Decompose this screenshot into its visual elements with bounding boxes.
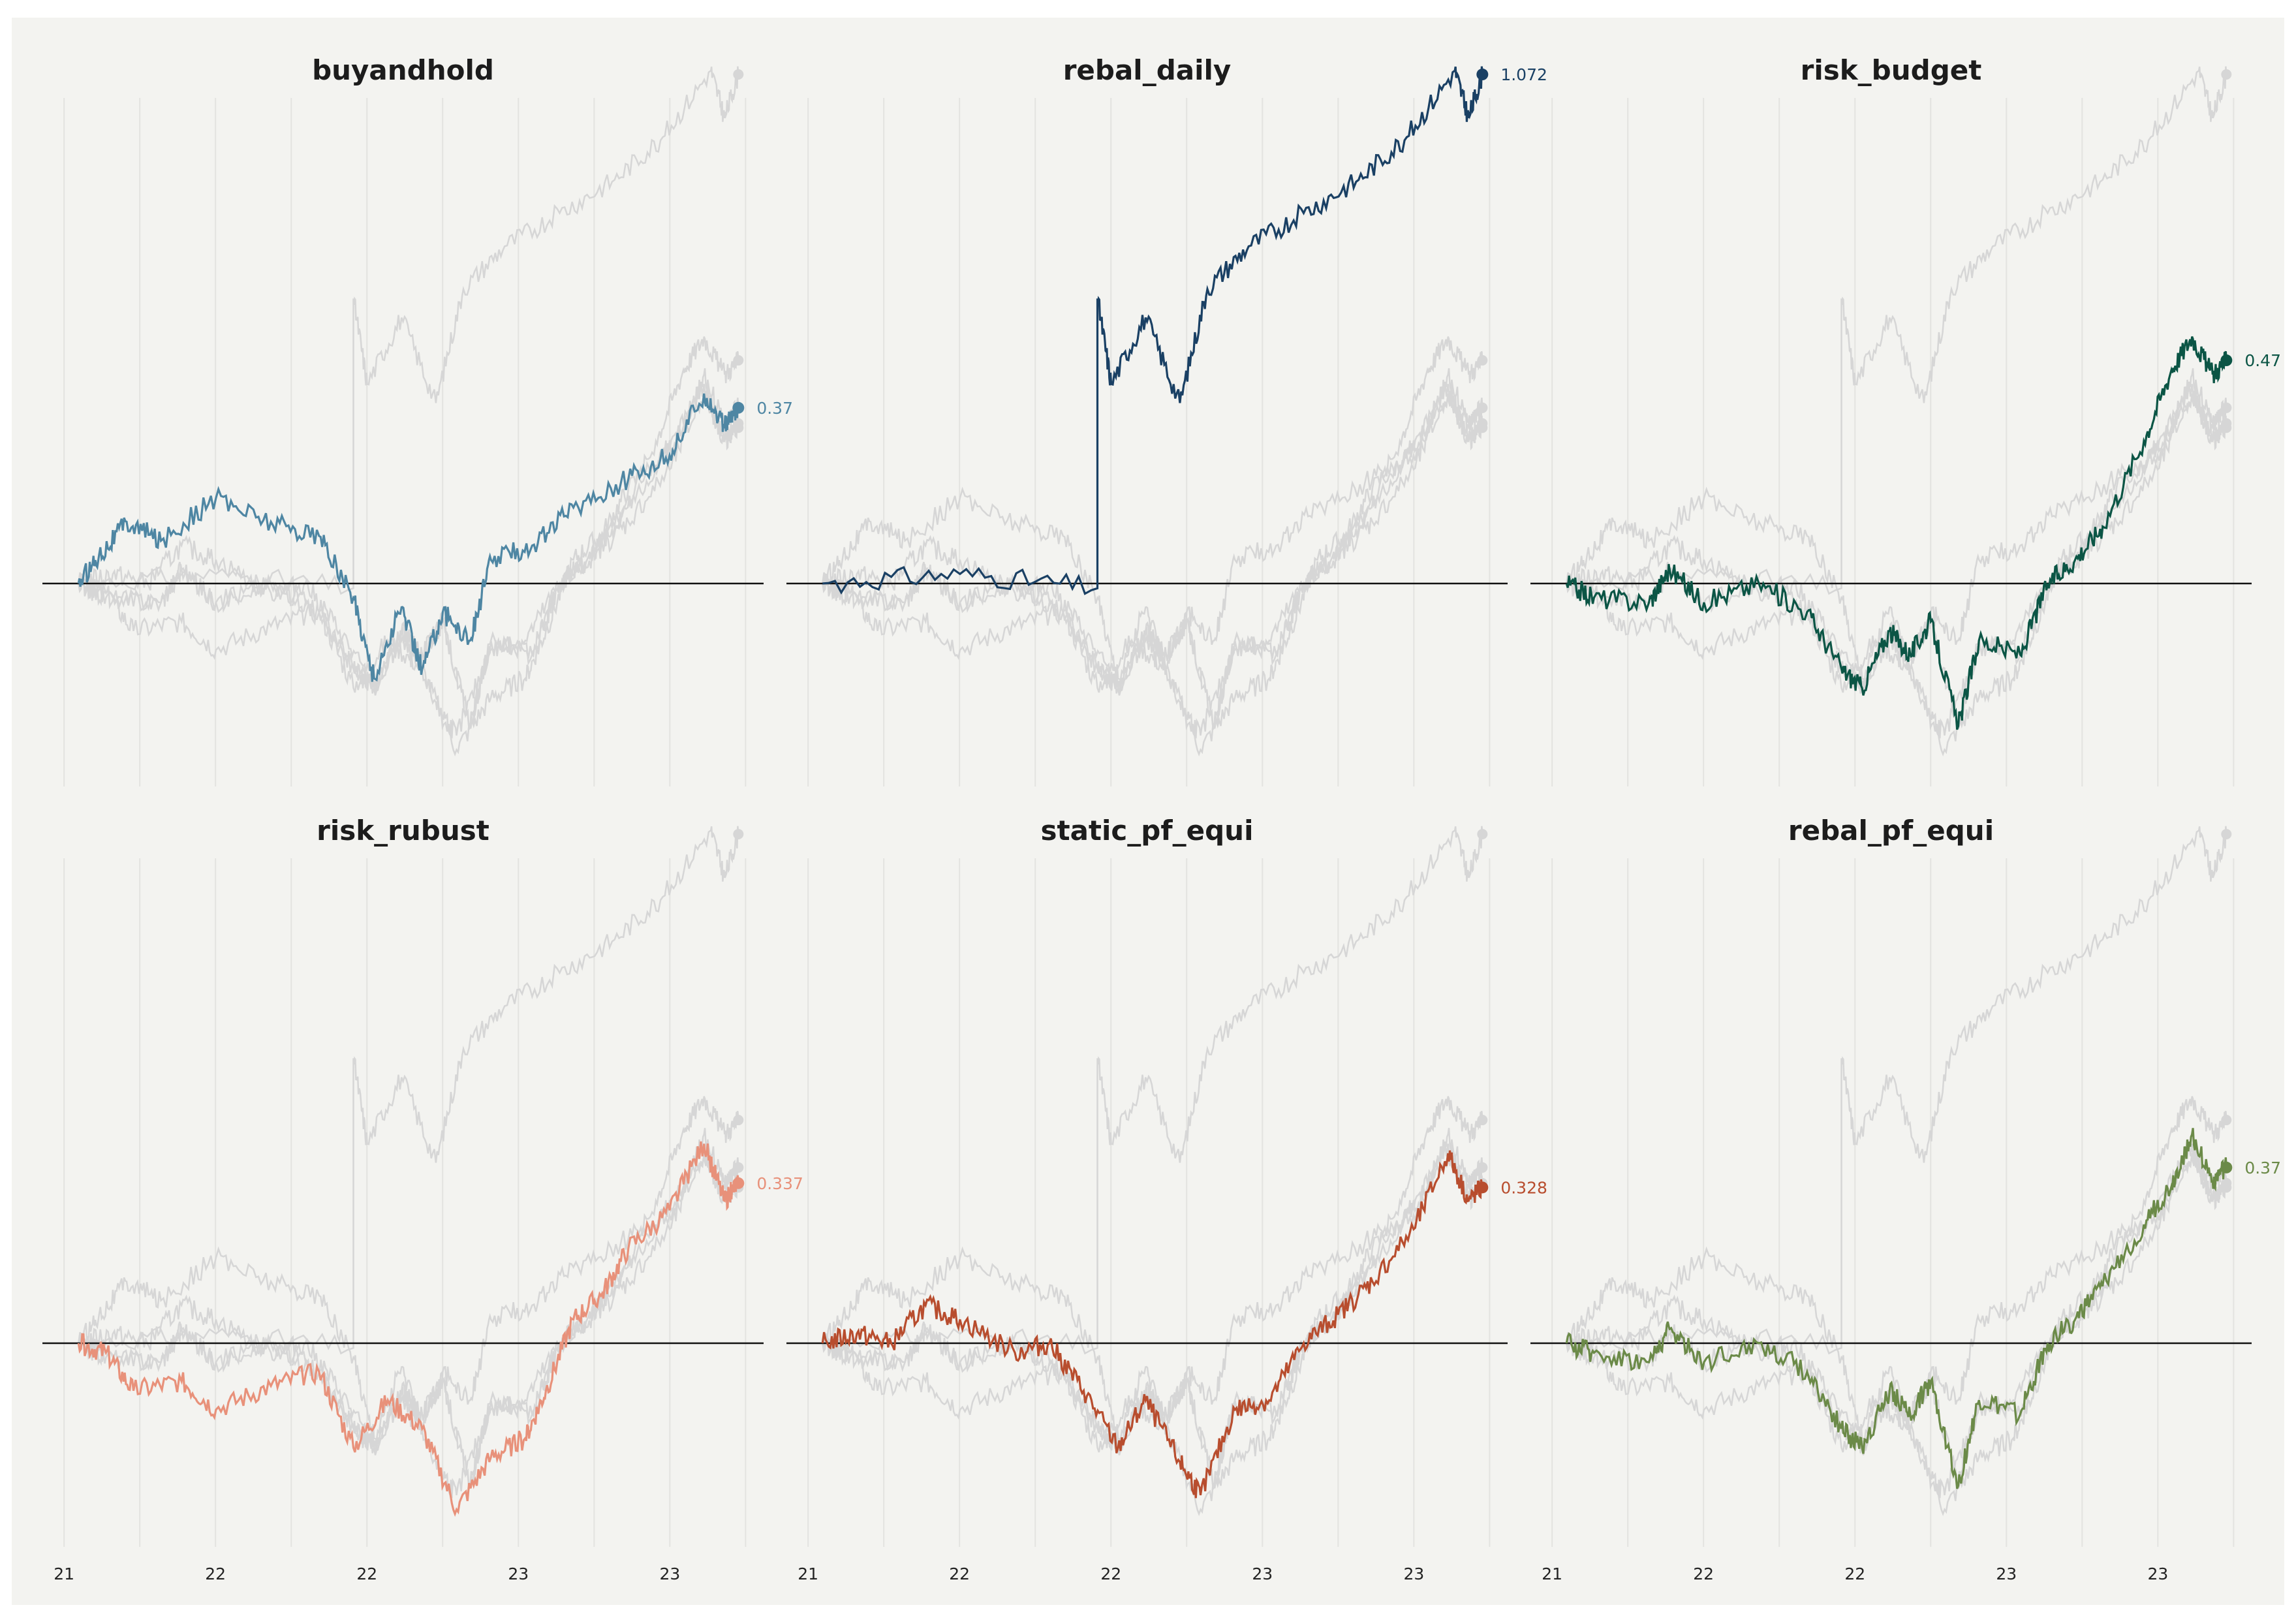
end-point-risk_rubust [732,1177,745,1189]
background-end-point-risk_budget [733,355,744,366]
background-end-point-static_pf_equi [2221,422,2232,433]
facet-title-risk_rubust: risk_rubust [317,815,489,847]
background-end-point-rebal_daily [2221,829,2232,840]
highlight-line-buyandhold [77,393,739,682]
background-end-point-risk_budget [1477,355,1488,366]
x-tick-label: 23 [1252,1564,1273,1583]
x-tick-label: 23 [508,1564,529,1583]
x-tick-label: 22 [1844,1564,1865,1583]
background-end-point-rebal_pf_equi [733,1162,744,1173]
end-label-rebal_daily: 1.072 [1500,65,1547,84]
x-tick-label: 22 [356,1564,377,1583]
background-line-risk_rubust [822,1141,1483,1516]
background-line-static_pf_equi [78,390,739,739]
x-tick-label: 22 [1100,1564,1121,1583]
background-end-point-static_pf_equi [2221,1182,2232,1193]
end-label-risk_budget: 0.47 [2244,351,2281,370]
facet-title-rebal_daily: rebal_daily [1063,54,1232,86]
end-point-buyandhold [732,401,745,414]
highlight-line-rebal_pf_equi [1565,1128,2227,1489]
x-tick-label: 23 [1403,1564,1424,1583]
background-line-risk_budget [822,336,1483,730]
background-line-risk_rubust [1566,381,2227,756]
background-line-static_pf_equi [1566,390,2227,739]
facet-title-risk_budget: risk_budget [1801,54,1982,86]
background-end-point-risk_budget [2221,1115,2232,1126]
x-tick-label: 23 [2147,1564,2168,1583]
background-end-point-rebal_daily [1477,829,1488,840]
end-label-rebal_pf_equi: 0.37 [2244,1159,2281,1177]
facet-panel-rebal_pf_equi: 0.37 rebal_pf_equi 21 22 22 23 23 [1530,815,2281,1583]
background-end-point-static_pf_equi [733,422,744,433]
background-line-static_pf_equi [822,390,1483,739]
end-point-rebal_daily [1476,69,1489,81]
facet-panel-static_pf_equi: 0.328 static_pf_equi 21 22 22 23 23 [786,815,1547,1583]
background-line-rebal_pf_equi [78,1128,739,1489]
background-line-risk_rubust [822,381,1483,756]
end-label-static_pf_equi: 0.328 [1500,1178,1547,1197]
facet-title-rebal_pf_equi: rebal_pf_equi [1788,815,1994,847]
background-end-point-risk_budget [1477,1115,1488,1126]
end-point-risk_budget [2220,354,2233,367]
background-end-point-risk_budget [733,1115,744,1126]
end-point-static_pf_equi [1476,1181,1489,1194]
x-tick-label: 23 [1996,1564,2017,1583]
facet-title-buyandhold: buyandhold [312,54,494,86]
end-label-risk_rubust: 0.337 [756,1174,803,1193]
plot-background [12,18,2284,1605]
background-line-risk_budget [822,1096,1483,1490]
x-tick-label: 22 [1693,1564,1714,1583]
facet-panel-risk_rubust: 0.337 risk_rubust 21 22 22 23 23 [42,815,803,1583]
x-tick-label: 22 [949,1564,970,1583]
highlight-line-static_pf_equi [821,1150,1483,1499]
background-end-point-rebal_pf_equi [1477,402,1488,413]
background-line-risk_rubust [1566,1141,2227,1516]
background-line-rebal_daily [1566,826,2227,1355]
highlight-line-risk_rubust [77,1141,739,1517]
background-line-rebal_daily [1566,66,2227,595]
x-tick-label: 21 [1542,1564,1562,1583]
background-line-rebal_daily [78,66,739,595]
facet-panel-rebal_daily: 1.072 rebal_daily [786,54,1547,786]
background-line-static_pf_equi [78,1150,739,1499]
background-line-risk_rubust [78,381,739,756]
background-line-rebal_daily [78,826,739,1355]
background-line-static_pf_equi [1566,1150,2227,1499]
background-line-risk_budget [78,1096,739,1490]
x-tick-label: 23 [659,1564,680,1583]
facet-panel-buyandhold: 0.37 buyandhold [42,54,793,786]
facet-panel-risk_budget: 0.47 risk_budget [1530,54,2281,786]
highlight-line-rebal_daily [822,66,1483,595]
background-line-rebal_pf_equi [822,1128,1483,1489]
end-label-buyandhold: 0.37 [756,399,793,418]
end-point-rebal_pf_equi [2220,1161,2233,1174]
background-end-point-rebal_pf_equi [1477,1162,1488,1173]
x-tick-label: 22 [205,1564,226,1583]
background-end-point-rebal_daily [2221,69,2232,80]
background-line-rebal_daily [822,826,1483,1355]
background-end-point-rebal_daily [733,829,744,840]
background-line-rebal_pf_equi [822,368,1483,730]
x-tick-label: 21 [54,1564,74,1583]
background-line-risk_budget [1566,1096,2227,1490]
background-end-point-rebal_pf_equi [2221,402,2232,413]
background-end-point-static_pf_equi [1477,422,1488,433]
highlight-line-risk_budget [1565,336,2227,730]
x-tick-label: 21 [798,1564,818,1583]
background-end-point-rebal_daily [733,69,744,80]
facet-title-static_pf_equi: static_pf_equi [1041,815,1254,847]
